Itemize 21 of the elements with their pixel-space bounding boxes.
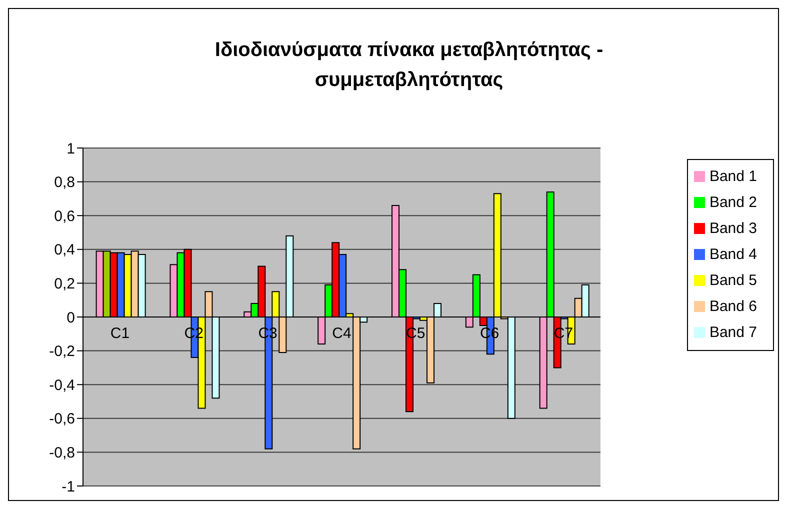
legend-label: Band 7	[709, 324, 757, 340]
y-tick-label: 1	[66, 140, 75, 158]
y-tick-label: -0,2	[49, 343, 75, 360]
y-tick-label: -0,6	[49, 410, 75, 428]
y-tick-label: -0,4	[49, 376, 75, 394]
y-tick-label: -0,8	[49, 444, 75, 462]
legend-label: Band 4	[709, 246, 757, 262]
y-tick-label: 0,2	[54, 276, 75, 293]
y-tick-label: 0,8	[54, 174, 75, 192]
chart-title: Ιδιοδιανύσματα πίνακα μεταβλητότητας - συμμεταβλητότητας	[214, 38, 604, 93]
legend-label: Band 6	[709, 298, 757, 314]
legend-label: Band 3	[709, 220, 757, 236]
legend-label: Band 5	[709, 272, 757, 288]
y-tick-label: 0,4	[54, 242, 75, 259]
y-tick-label: -1	[62, 478, 75, 496]
x-tick-label: C4	[332, 325, 352, 342]
y-tick-label: 0	[66, 309, 75, 326]
legend-label: Band 1	[709, 168, 757, 184]
x-tick-label: C1	[110, 325, 130, 342]
legend-label: Band 2	[709, 194, 757, 210]
y-tick-label: 0,6	[54, 208, 75, 225]
